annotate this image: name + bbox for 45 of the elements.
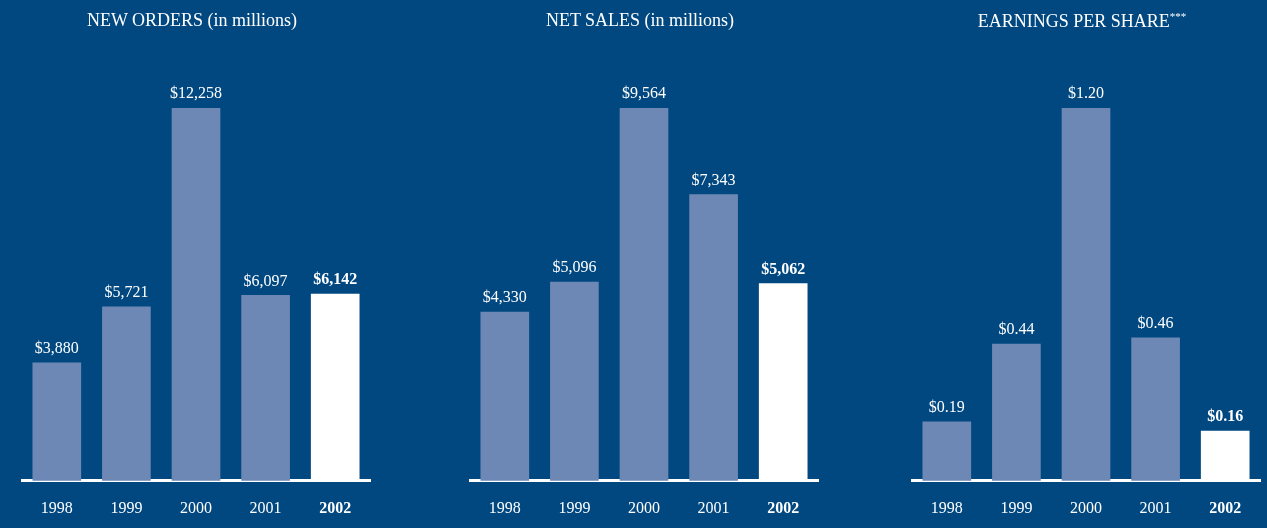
x-tick-label: 2001 bbox=[249, 498, 282, 516]
x-tick-label: 2002 bbox=[1209, 498, 1242, 516]
x-tick-label: 2002 bbox=[319, 498, 352, 516]
bar bbox=[102, 306, 151, 481]
data-label: $0.44 bbox=[998, 320, 1035, 338]
x-tick-label: 2000 bbox=[180, 498, 212, 516]
data-label: $4,330 bbox=[482, 288, 527, 306]
x-tick-label: 2002 bbox=[767, 498, 800, 516]
x-tick-label: 2001 bbox=[697, 498, 730, 516]
data-label: $0.16 bbox=[1207, 407, 1244, 425]
data-label: $5,062 bbox=[761, 259, 806, 277]
data-label: $5,096 bbox=[552, 258, 597, 276]
data-label: $7,343 bbox=[691, 170, 736, 188]
bar bbox=[171, 108, 221, 481]
x-tick-label: 2000 bbox=[628, 498, 660, 516]
x-tick-label: 1999 bbox=[1000, 498, 1033, 516]
data-label: $9,564 bbox=[622, 84, 666, 102]
x-tick-label: 1998 bbox=[930, 498, 963, 516]
bar bbox=[550, 281, 599, 481]
bar bbox=[992, 343, 1041, 481]
bar bbox=[241, 295, 290, 481]
data-label: $6,142 bbox=[313, 270, 358, 288]
bar bbox=[619, 108, 669, 481]
bar bbox=[32, 362, 82, 481]
x-tick-label: 2000 bbox=[1070, 498, 1102, 516]
data-label: $3,880 bbox=[34, 339, 79, 356]
x-tick-label: 2001 bbox=[1139, 498, 1172, 516]
x-tick-label: 1998 bbox=[488, 498, 521, 516]
bar bbox=[480, 311, 530, 481]
data-label: $0.19 bbox=[928, 397, 965, 415]
data-label: $5,721 bbox=[104, 283, 149, 301]
chart-title: EARNINGS PER SHARE$^{***}$ bbox=[976, 10, 1188, 32]
data-label: $12,258 bbox=[170, 84, 222, 102]
data-label: $6,097 bbox=[243, 271, 288, 289]
data-label: $1.20 bbox=[1068, 84, 1104, 102]
bar bbox=[1061, 108, 1111, 481]
data-label: $0.46 bbox=[1137, 314, 1174, 332]
bar bbox=[922, 421, 972, 481]
bar bbox=[1131, 337, 1180, 481]
chart-title: NET SALES (in millions) bbox=[544, 10, 736, 31]
x-tick-label: 1999 bbox=[110, 498, 143, 516]
bar bbox=[689, 194, 738, 481]
x-tick-label: 1999 bbox=[558, 498, 591, 516]
x-tick-label: 1998 bbox=[40, 498, 73, 516]
chart-title: NEW ORDERS (in millions) bbox=[85, 10, 299, 31]
